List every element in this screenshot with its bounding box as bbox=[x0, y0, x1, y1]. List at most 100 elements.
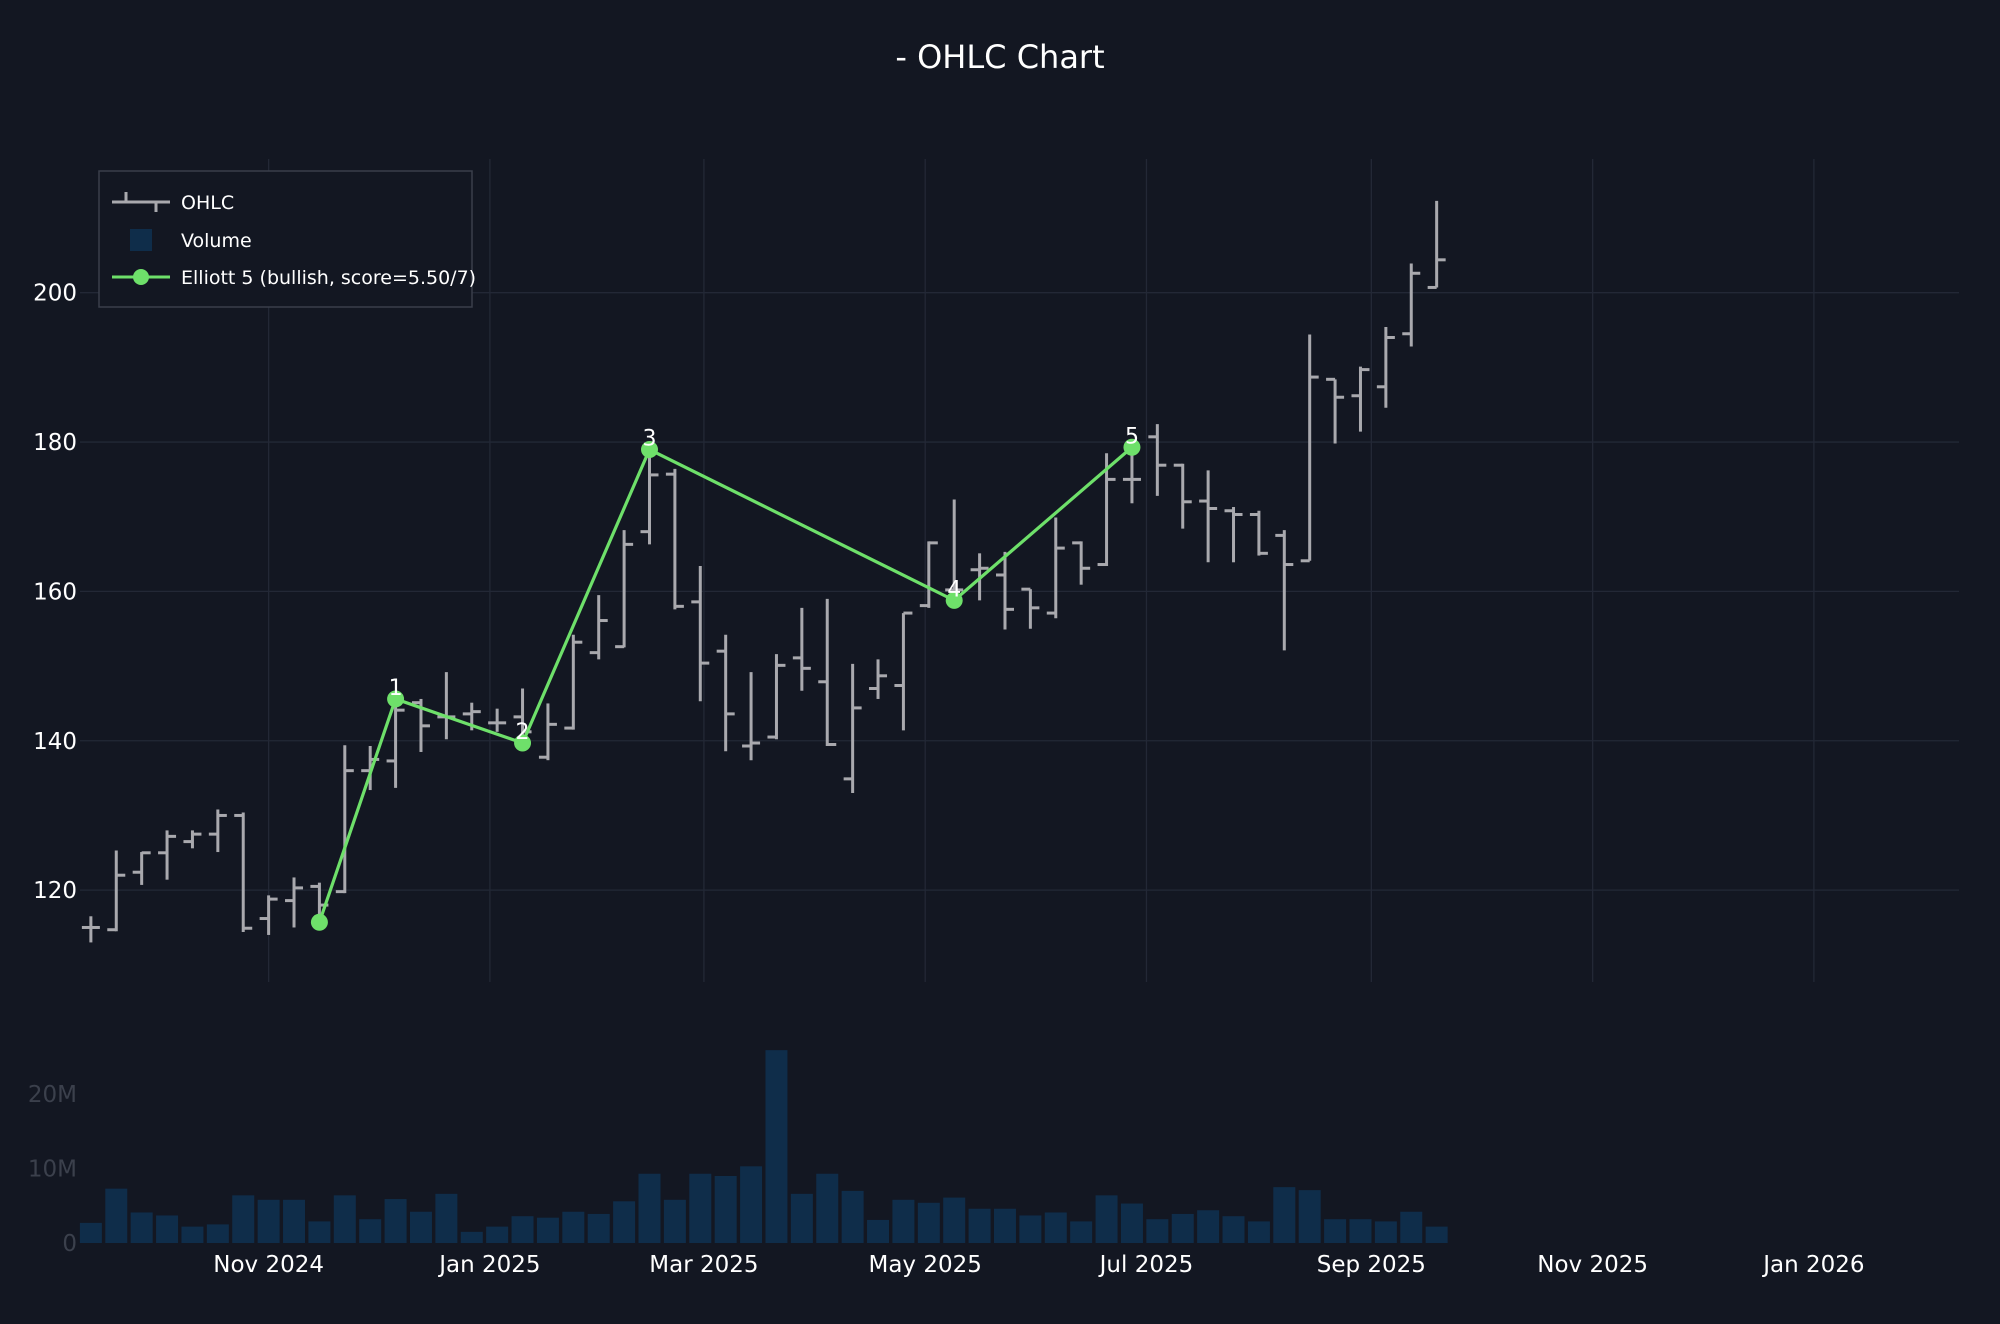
volume-bar bbox=[1019, 1215, 1042, 1243]
volume-bar bbox=[308, 1221, 331, 1243]
ohlc-bar bbox=[818, 598, 837, 747]
ohlc-bar bbox=[107, 850, 126, 932]
ohlc-bar bbox=[1046, 517, 1065, 619]
ohlc-bar bbox=[1300, 334, 1319, 563]
elliott-point-label: 5 bbox=[1125, 424, 1139, 449]
date-tick-label: Jul 2025 bbox=[1098, 1252, 1194, 1278]
volume-bar bbox=[1324, 1219, 1347, 1243]
volume-bar bbox=[1197, 1210, 1220, 1243]
volume-bar bbox=[130, 1212, 153, 1243]
volume-bar bbox=[1070, 1221, 1093, 1243]
ohlc-bar bbox=[615, 530, 634, 649]
volume-bar bbox=[968, 1208, 991, 1243]
ohlc-bar bbox=[132, 851, 151, 885]
ohlc-bar bbox=[234, 812, 253, 932]
price-tick-label: 140 bbox=[33, 729, 77, 755]
volume-bar bbox=[740, 1166, 763, 1243]
elliott-point bbox=[641, 441, 659, 459]
ohlc-bar bbox=[1072, 541, 1091, 585]
volume-bar bbox=[663, 1199, 686, 1243]
legend[interactable]: OHLC Volume Elliott 5 (bullish, score=5.… bbox=[98, 170, 476, 308]
elliott-point-label: 4 bbox=[947, 577, 961, 602]
volume-bar bbox=[638, 1173, 661, 1243]
ohlc-bar bbox=[285, 877, 304, 928]
volume-bar bbox=[1400, 1211, 1423, 1243]
ohlc-bar bbox=[488, 708, 507, 732]
volume-bar bbox=[562, 1211, 585, 1243]
price-tick-label: 200 bbox=[33, 281, 77, 307]
ohlc-bar bbox=[919, 541, 938, 608]
date-tick-label: Mar 2025 bbox=[649, 1252, 758, 1278]
elliott-wave: 1 2 3 4 5 bbox=[310, 424, 1141, 931]
elliott-point-label: 1 bbox=[389, 676, 403, 701]
volume-bar bbox=[486, 1226, 509, 1243]
elliott-point bbox=[945, 591, 963, 609]
volume-bar bbox=[1171, 1213, 1194, 1243]
volume-bar bbox=[181, 1226, 204, 1243]
ohlc-bar bbox=[792, 607, 811, 691]
volume-bar bbox=[257, 1199, 280, 1243]
ohlc-bar bbox=[208, 809, 227, 853]
volume-bar bbox=[1298, 1190, 1321, 1243]
legend-label-ohlc[interactable]: OHLC bbox=[181, 192, 234, 214]
volume-bar bbox=[867, 1219, 890, 1243]
volume-bar bbox=[511, 1216, 534, 1243]
volume-bar bbox=[105, 1188, 128, 1243]
volume-bar bbox=[283, 1199, 306, 1243]
ohlc-bar bbox=[869, 659, 888, 699]
ohlc-bar bbox=[1427, 200, 1446, 289]
volume-bar bbox=[1222, 1216, 1245, 1243]
ohlc-bar bbox=[564, 634, 583, 730]
ohlc-bar bbox=[183, 830, 202, 849]
ohlc-bar bbox=[1021, 587, 1040, 629]
volume-bar bbox=[993, 1208, 1016, 1243]
ohlc-bar bbox=[1224, 507, 1243, 563]
date-tick-label: Nov 2025 bbox=[1537, 1252, 1648, 1278]
date-tick-label: Nov 2024 bbox=[213, 1252, 324, 1278]
price-tick-label: 160 bbox=[33, 579, 77, 605]
volume-bar bbox=[359, 1219, 382, 1243]
volume-square-icon bbox=[130, 229, 152, 251]
elliott-point bbox=[514, 734, 532, 752]
ohlc-bar-icon bbox=[112, 192, 170, 212]
ohlc-bar bbox=[81, 916, 100, 943]
volume-bar bbox=[435, 1193, 458, 1243]
ohlc-bar bbox=[1249, 510, 1268, 556]
legend-label-volume[interactable]: Volume bbox=[181, 230, 252, 252]
ohlc-bar bbox=[767, 654, 786, 740]
chart-title: - OHLC Chart bbox=[895, 38, 1104, 76]
ohlc-bar bbox=[1376, 327, 1395, 408]
volume-bar bbox=[1273, 1187, 1296, 1243]
ohlc-bar bbox=[1148, 424, 1167, 496]
legend-label-elliott[interactable]: Elliott 5 (bullish, score=5.50/7) bbox=[181, 267, 476, 289]
line-marker-icon bbox=[112, 269, 170, 285]
ohlc-bar bbox=[1122, 447, 1141, 504]
volume-bar bbox=[1120, 1203, 1143, 1243]
volume-bar bbox=[1425, 1226, 1448, 1243]
volume-bar bbox=[1247, 1221, 1270, 1243]
volume-tick-label: 0 bbox=[62, 1231, 77, 1257]
ohlc-bar bbox=[1402, 263, 1421, 347]
ohlc-bar bbox=[259, 895, 278, 935]
volume-bar bbox=[587, 1213, 610, 1243]
volume-bar bbox=[156, 1215, 179, 1243]
volume-bar bbox=[460, 1231, 483, 1243]
volume-bar bbox=[536, 1217, 559, 1243]
volume-bar bbox=[892, 1199, 915, 1243]
ohlc-bar bbox=[1097, 453, 1116, 567]
volume-bar bbox=[409, 1211, 432, 1243]
price-tick-label: 120 bbox=[33, 878, 77, 904]
ohlc-bar bbox=[665, 468, 684, 610]
ohlc-bar bbox=[1199, 470, 1218, 563]
volume-bar bbox=[917, 1202, 940, 1243]
volume-bar bbox=[790, 1193, 813, 1243]
ohlc-bar bbox=[158, 830, 177, 880]
elliott-point-label: 3 bbox=[643, 427, 657, 452]
volume-bar bbox=[1095, 1195, 1118, 1243]
ohlc-bar bbox=[894, 611, 913, 731]
date-tick-label: Jan 2026 bbox=[1761, 1252, 1864, 1278]
elliott-line bbox=[317, 446, 1133, 923]
volume-bar bbox=[1044, 1212, 1067, 1243]
grid-lines bbox=[80, 159, 1959, 982]
elliott-point bbox=[387, 690, 405, 708]
